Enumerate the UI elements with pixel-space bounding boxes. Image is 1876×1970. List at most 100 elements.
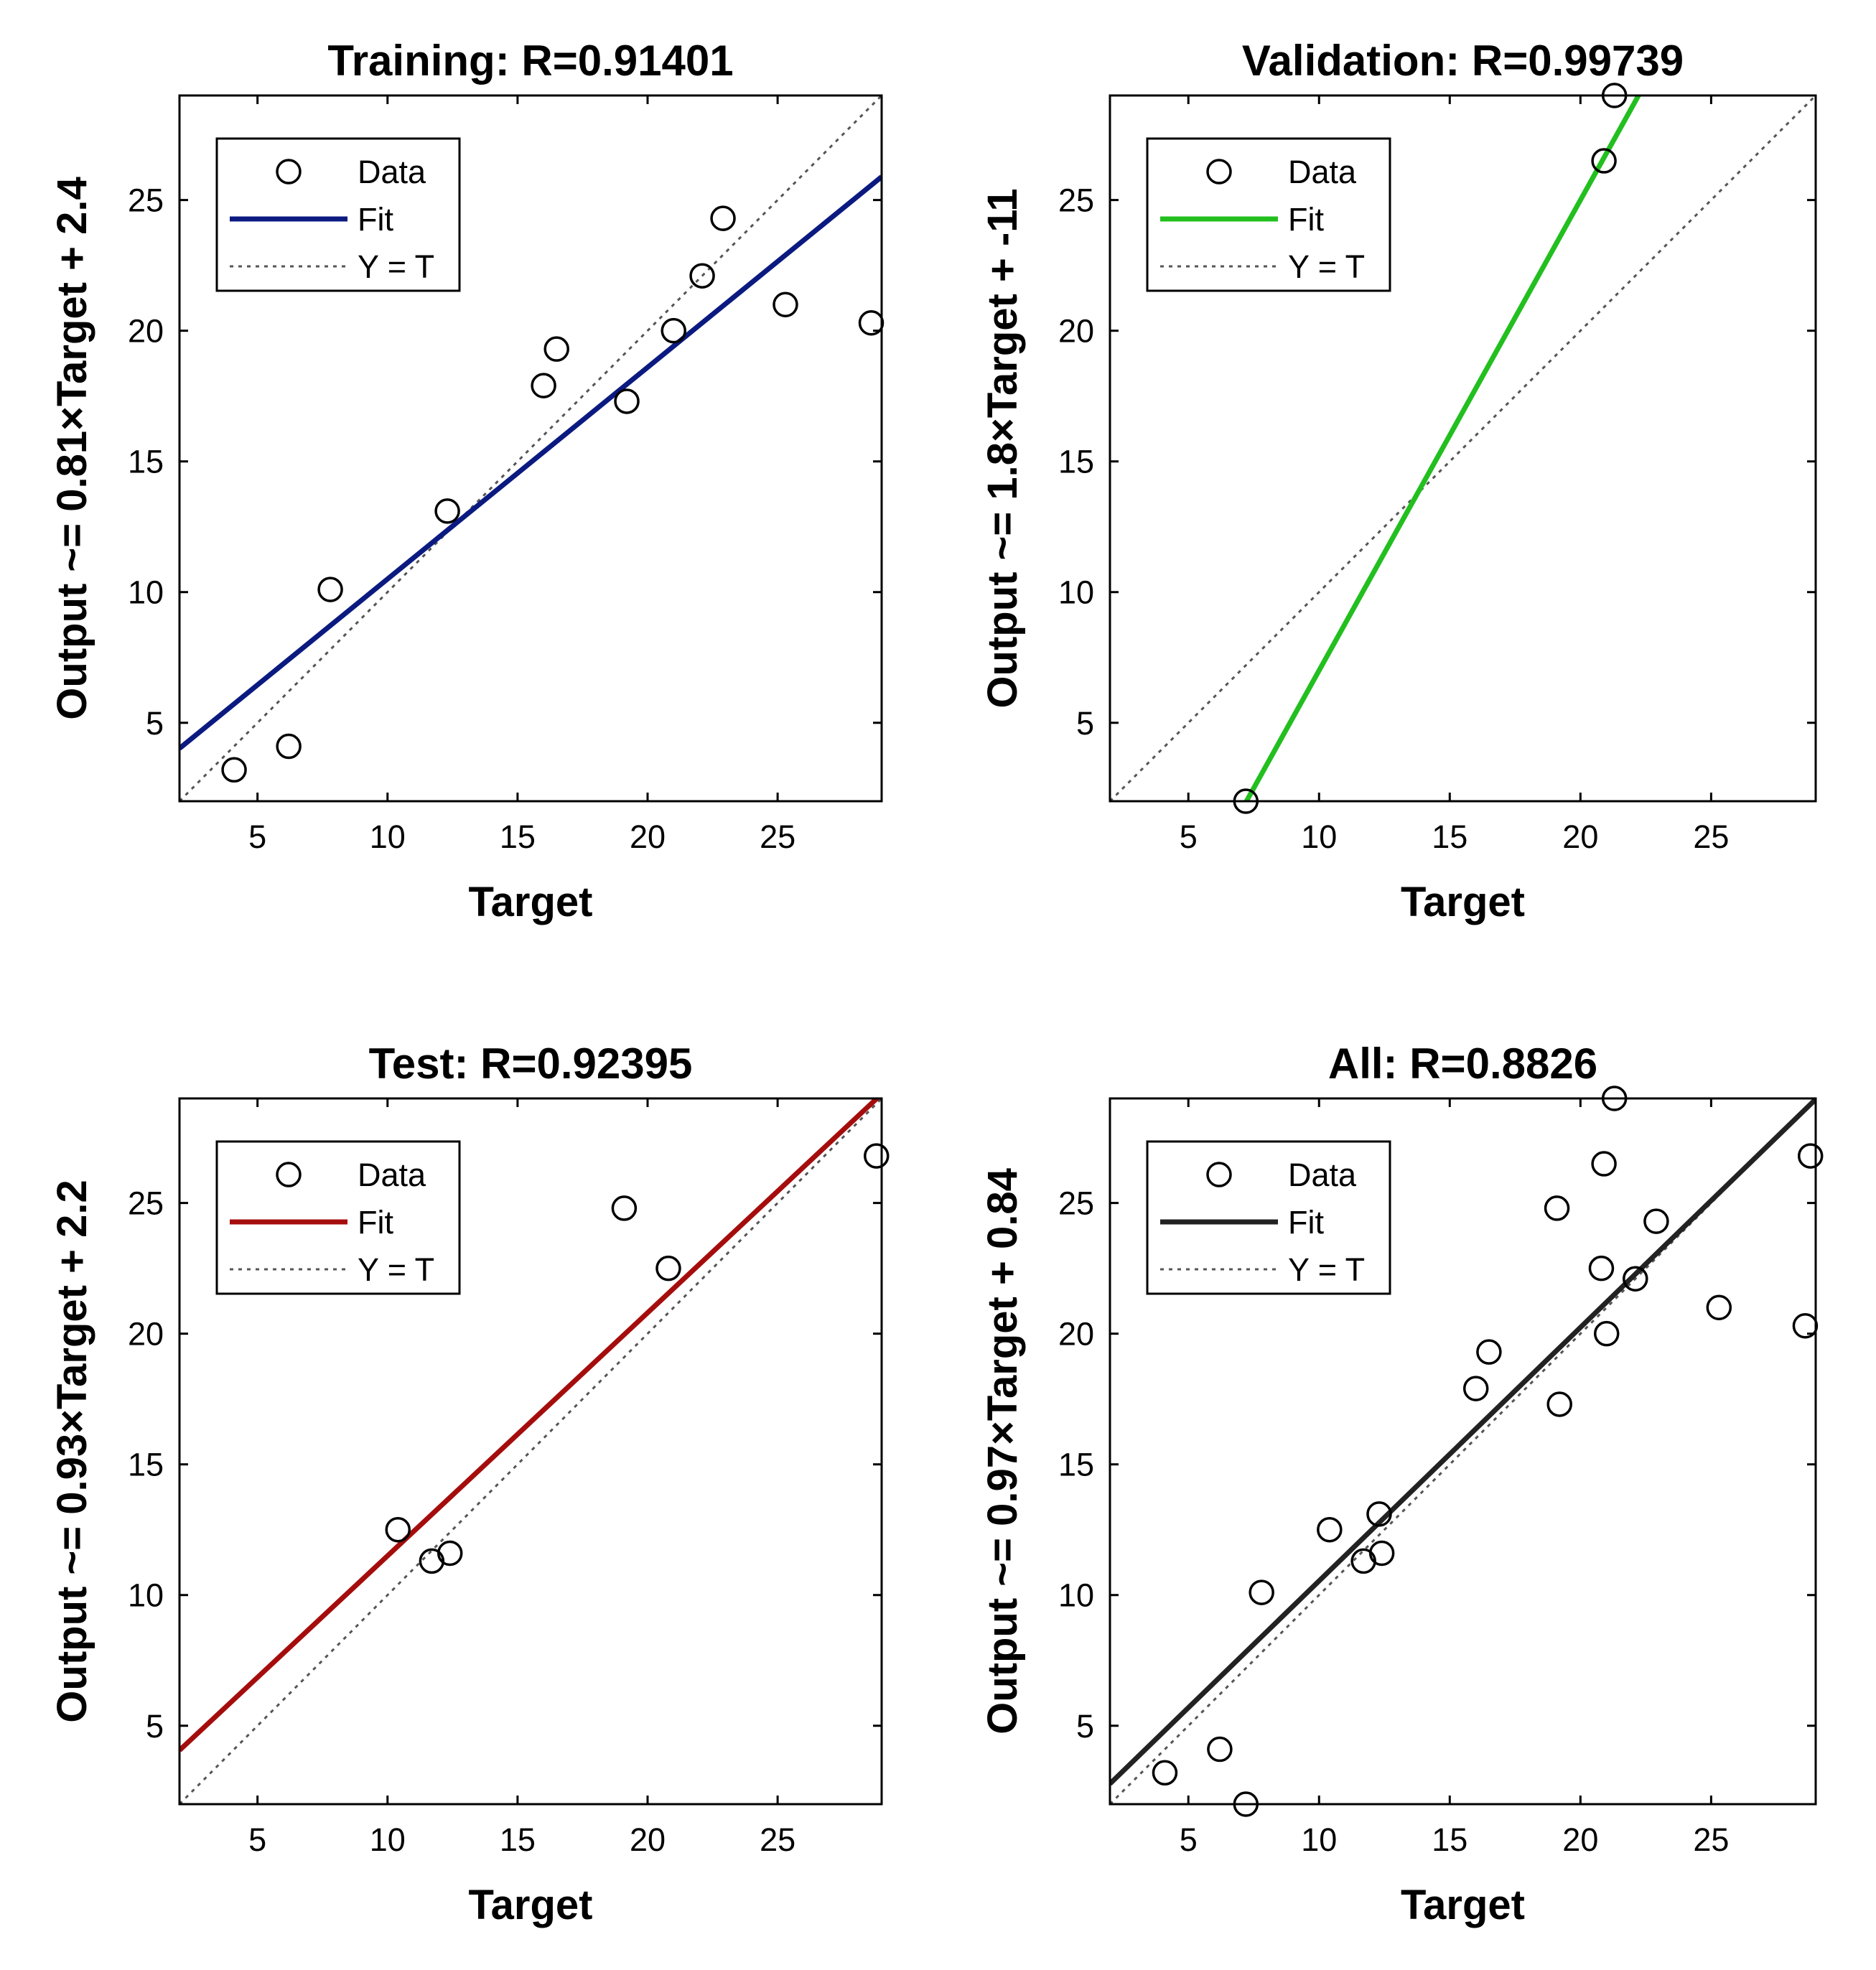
training-data-point xyxy=(434,498,460,524)
validation-panel: 5 10 15 20 25 5 10 15 20 25 Validation: R=0.99739 T… xyxy=(979,37,1817,925)
all-x-axis-label: Target xyxy=(1401,1882,1525,1928)
test-x-tick-label: 15 xyxy=(500,1821,536,1858)
validation-y-tick-label: 20 xyxy=(1058,313,1094,350)
training-x-tick-label: 20 xyxy=(630,818,666,855)
test-reference-line xyxy=(179,1098,882,1804)
training-data-point xyxy=(221,757,247,783)
all-y-tick-label: 25 xyxy=(1058,1185,1094,1222)
training-title: Training: R=0.91401 xyxy=(327,37,733,85)
all-x-tick-label: 25 xyxy=(1693,1821,1729,1858)
all-legend-data-marker xyxy=(1206,1162,1232,1187)
validation-legend-label: Y = T xyxy=(1288,248,1365,285)
validation-fit-line xyxy=(1243,95,1642,801)
validation-title: Validation: R=0.99739 xyxy=(1242,37,1684,85)
training-y-tick-label: 20 xyxy=(128,313,164,350)
all-data-point xyxy=(1623,1266,1648,1292)
test-legend-label: Data xyxy=(358,1157,426,1193)
test-legend-data-marker xyxy=(276,1162,302,1187)
training-data-point xyxy=(276,733,302,760)
test-y-tick-label: 25 xyxy=(128,1185,164,1222)
test-panel: 5 10 15 20 25 5 10 15 20 25 Test: R=0.92395 Target O… xyxy=(49,1040,890,1928)
validation-y-tick-label: 5 xyxy=(1076,705,1094,742)
training-axes-frame xyxy=(178,94,883,803)
all-data-point xyxy=(1588,1255,1615,1282)
test-x-tick-label: 5 xyxy=(248,1821,266,1858)
test-legend: Data Fit Y = T xyxy=(215,1140,461,1295)
test-legend-label: Fit xyxy=(358,1204,393,1241)
training-y-axis-label: Output ~= 0.81×Target + 2.4 xyxy=(49,177,95,719)
validation-y-tick-label: 25 xyxy=(1058,182,1094,219)
validation-legend-label: Data xyxy=(1288,154,1357,190)
validation-data-point xyxy=(1591,148,1617,174)
test-data-point xyxy=(655,1255,681,1282)
test-y-tick-label: 20 xyxy=(128,1316,164,1353)
training-data-point xyxy=(543,336,569,362)
test-y-tick-label: 5 xyxy=(146,1708,164,1745)
all-panel: 5 10 15 20 25 5 10 15 20 25 All: R=0.8826 Target Out… xyxy=(979,1040,1824,1928)
test-x-tick-label: 10 xyxy=(370,1821,406,1858)
test-y-tick-label: 10 xyxy=(128,1577,164,1614)
validation-x-tick-label: 10 xyxy=(1301,818,1337,855)
training-x-tick-label: 10 xyxy=(370,818,406,855)
all-legend-label: Fit xyxy=(1288,1204,1324,1241)
all-x-tick-label: 5 xyxy=(1180,1821,1198,1858)
all-legend-label: Data xyxy=(1288,1157,1357,1193)
training-data-point xyxy=(858,309,885,336)
all-data-point xyxy=(1593,1320,1620,1347)
validation-x-tick-label: 25 xyxy=(1693,818,1729,855)
test-title: Test: R=0.92395 xyxy=(369,1040,693,1088)
validation-y-tick-label: 15 xyxy=(1058,444,1094,480)
validation-x-axis-label: Target xyxy=(1401,879,1525,925)
all-legend-label: Y = T xyxy=(1288,1251,1365,1288)
all-data-point xyxy=(1546,1391,1572,1417)
training-y-tick-label: 25 xyxy=(128,182,164,219)
all-data-point xyxy=(1591,1151,1617,1177)
all-data-point xyxy=(1249,1579,1274,1605)
training-data-point xyxy=(689,263,715,289)
validation-legend-label: Fit xyxy=(1288,201,1324,238)
validation-axes-frame xyxy=(1109,94,1817,803)
all-x-tick-label: 15 xyxy=(1432,1821,1467,1858)
validation-legend-data-marker xyxy=(1206,159,1232,185)
validation-x-tick-label: 5 xyxy=(1180,818,1198,855)
test-y-axis-label: Output ~= 0.93×Target + 2.2 xyxy=(49,1180,95,1722)
training-data-point xyxy=(710,205,736,231)
all-data-point xyxy=(1706,1294,1732,1321)
all-y-axis-label: Output ~= 0.97×Target + 0.84 xyxy=(979,1168,1026,1735)
training-legend-data-marker xyxy=(276,159,302,185)
training-legend: Data Fit Y = T xyxy=(215,137,461,292)
all-reference-line xyxy=(1110,1098,1816,1804)
all-data-point xyxy=(1152,1760,1178,1786)
all-data-point xyxy=(1544,1195,1570,1221)
validation-legend: Data Fit Y = T xyxy=(1146,137,1391,292)
all-data-point xyxy=(1207,1736,1233,1763)
training-y-tick-label: 5 xyxy=(146,705,164,742)
validation-x-tick-label: 20 xyxy=(1562,818,1598,855)
all-data-point xyxy=(1317,1516,1343,1543)
all-x-tick-label: 10 xyxy=(1301,1821,1337,1858)
all-y-tick-label: 15 xyxy=(1058,1447,1094,1483)
training-data-point xyxy=(773,291,798,318)
all-data-point xyxy=(1462,1376,1489,1401)
test-axes-frame xyxy=(178,1097,883,1806)
training-legend-label: Y = T xyxy=(358,248,434,285)
all-fit-line xyxy=(1110,1098,1816,1786)
test-x-axis-label: Target xyxy=(469,1882,593,1928)
all-x-tick-label: 20 xyxy=(1562,1821,1598,1858)
all-data-point xyxy=(1368,1540,1395,1567)
training-x-tick-label: 25 xyxy=(760,818,795,855)
test-data-point xyxy=(385,1516,411,1543)
test-data-point xyxy=(864,1143,890,1169)
training-x-axis-label: Target xyxy=(469,879,593,925)
all-title: All: R=0.8826 xyxy=(1328,1040,1597,1088)
test-x-tick-label: 25 xyxy=(760,1821,795,1858)
test-legend-label: Y = T xyxy=(358,1251,434,1288)
training-reference-line xyxy=(179,95,882,801)
training-x-tick-label: 5 xyxy=(248,818,266,855)
training-y-tick-label: 15 xyxy=(128,444,164,480)
all-data-point xyxy=(1476,1339,1502,1365)
test-x-tick-label: 20 xyxy=(630,1821,666,1858)
all-data-point xyxy=(1366,1501,1392,1527)
test-data-point xyxy=(611,1195,638,1221)
